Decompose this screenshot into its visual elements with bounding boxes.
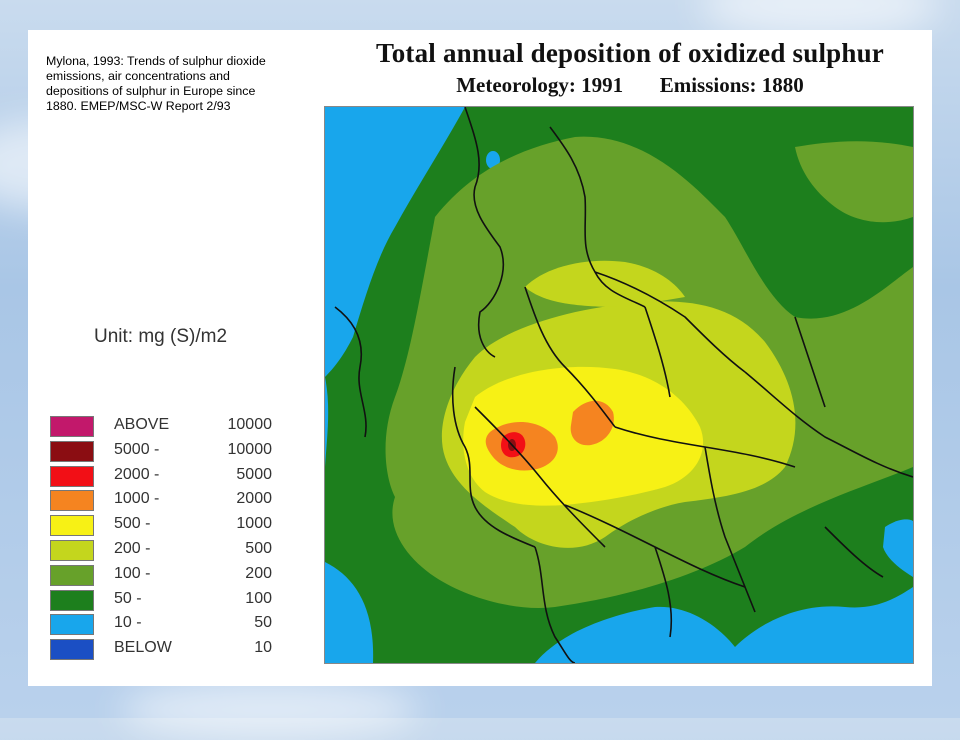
legend-range-low: BELOW xyxy=(114,639,172,657)
legend-swatch xyxy=(50,639,94,661)
sea-baltic-lake xyxy=(486,151,500,169)
legend-range-low: 200 - xyxy=(114,539,151,557)
legend-range-high: 1000 xyxy=(236,515,272,533)
legend-swatch xyxy=(50,465,94,487)
sea-north-west xyxy=(325,377,329,467)
border xyxy=(794,316,826,408)
legend-swatch xyxy=(50,440,94,462)
legend-swatch xyxy=(50,539,94,561)
legend-row: 2000 - 5000 xyxy=(50,464,300,489)
legend-row: 50 - 100 xyxy=(50,588,300,613)
coastline xyxy=(534,546,576,664)
legend-row: 200 - 500 xyxy=(50,538,300,563)
legend-range-low: 2000 - xyxy=(114,465,160,483)
legend-range-low: 5000 - xyxy=(114,440,160,458)
legend-range-high: 100 xyxy=(245,589,272,607)
slide: Mylona, 1993: Trends of sulphur dioxide … xyxy=(28,30,932,686)
caption-line: emissions, air concentrations and xyxy=(46,69,230,83)
deposition-map xyxy=(324,106,914,664)
source-caption: Mylona, 1993: Trends of sulphur dioxide … xyxy=(46,54,306,114)
legend-swatch xyxy=(50,515,94,537)
meteorology-label: Meteorology: 1991 xyxy=(456,73,624,97)
legend-row: 500 - 1000 xyxy=(50,513,300,538)
legend-range-low: 500 - xyxy=(114,515,151,533)
zone-200-500-north xyxy=(525,260,685,307)
coastline xyxy=(464,106,505,358)
map-subtitle: Meteorology: 1991 Emissions: 1880 xyxy=(328,73,932,98)
sea-biscay xyxy=(325,562,374,663)
border-lines xyxy=(334,106,914,664)
caption-line: depositions of sulphur in Europe since xyxy=(46,84,256,98)
border xyxy=(474,406,606,548)
coastline xyxy=(451,366,536,548)
sea-black xyxy=(883,519,913,577)
legend-swatch xyxy=(50,614,94,636)
border xyxy=(644,306,671,398)
legend-row: 10 - 50 xyxy=(50,612,300,637)
deposition-map-svg xyxy=(325,106,914,664)
legend-range-high: 200 xyxy=(245,564,272,582)
border xyxy=(594,271,746,373)
legend-row: ABOVE 10000 xyxy=(50,414,300,439)
legend-range-high: 2000 xyxy=(236,490,272,508)
legend-range-low: 10 - xyxy=(114,614,142,632)
legend-range-low: 1000 - xyxy=(114,490,160,508)
legend-range-high: 50 xyxy=(254,614,272,632)
sea-mediterranean xyxy=(535,587,913,663)
legend-range-high: 5000 xyxy=(236,465,272,483)
legend: ABOVE 10000 5000 -10000 2000 -5000 1000 -200… xyxy=(50,414,300,662)
legend-swatch xyxy=(50,589,94,611)
map-title: Total annual deposition of oxidized sulp… xyxy=(328,38,932,98)
legend-unit: Unit: mg (S)/m2 xyxy=(94,326,228,347)
legend-range-high: 500 xyxy=(245,539,272,557)
emissions-label: Emissions: 1880 xyxy=(659,73,804,97)
legend-row: 5000 - 10000 xyxy=(50,439,300,464)
coastline xyxy=(334,306,367,438)
border xyxy=(704,446,756,613)
legend-range-low: ABOVE xyxy=(114,416,170,433)
legend-range-low: 50 - xyxy=(114,589,142,607)
legend-row: BELOW 10 xyxy=(50,637,300,662)
background-cloud xyxy=(120,680,420,740)
legend-row: 100 - 200 xyxy=(50,563,300,588)
legend-swatch xyxy=(50,564,94,586)
coastline xyxy=(824,526,884,578)
map-title-main: Total annual deposition of oxidized sulp… xyxy=(375,38,884,68)
caption-line: Mylona, 1993: Trends of sulphur dioxide xyxy=(46,54,266,68)
legend-range-low: 100 - xyxy=(114,564,151,582)
border xyxy=(744,371,914,478)
sea-atlantic xyxy=(325,107,465,377)
legend-range-high: 10 xyxy=(254,639,272,657)
legend-row: 1000 - 2000 xyxy=(50,488,300,513)
border xyxy=(524,286,616,428)
legend-swatch xyxy=(50,490,94,512)
legend-range-high: 10000 xyxy=(227,416,273,433)
coastline xyxy=(654,546,673,638)
legend-swatch xyxy=(50,416,94,437)
legend-range-high: 10000 xyxy=(227,440,273,458)
coastline xyxy=(549,126,646,308)
zone-100-200-east xyxy=(795,141,913,223)
caption-line: 1880. EMEP/MSC-W Report 2/93 xyxy=(46,99,231,113)
